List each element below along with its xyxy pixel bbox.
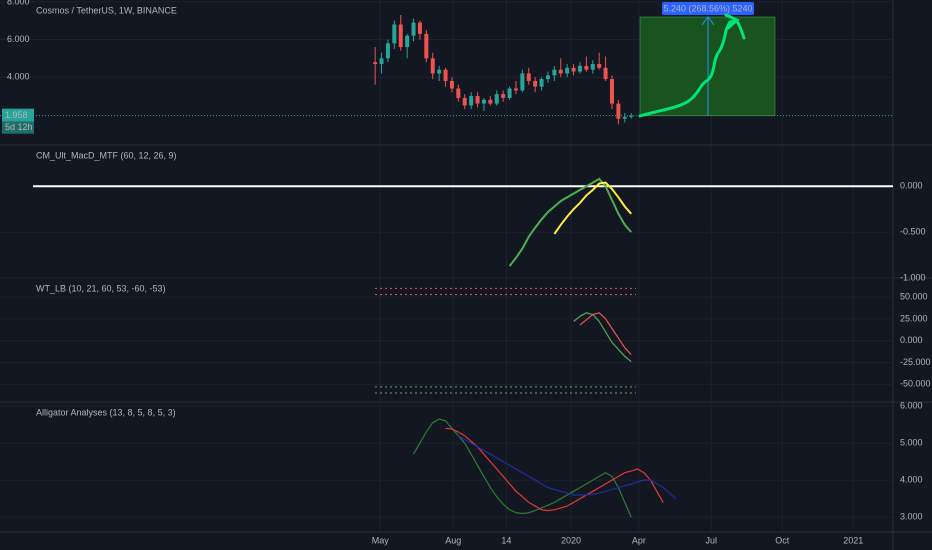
x-tick-label: Apr — [632, 535, 646, 545]
y-tick-label: 5.000 — [900, 437, 923, 447]
candle-body — [545, 75, 550, 80]
y-tick-label: 4.000 — [900, 475, 923, 485]
candle-body — [526, 73, 531, 81]
candle-body — [488, 99, 493, 104]
candle-body — [520, 73, 525, 91]
y-tick-label: -25.000 — [900, 357, 931, 367]
candle-body — [539, 79, 544, 87]
candle-body — [584, 65, 589, 70]
candle-body — [443, 69, 448, 81]
candle-body — [373, 62, 378, 65]
y-tick-label: 8.000 — [7, 0, 30, 6]
y-tick-label: 0.000 — [900, 335, 923, 345]
x-tick-label: Aug — [445, 535, 461, 545]
candle-body — [501, 94, 506, 98]
candle-body — [424, 33, 429, 59]
x-tick-label: 2020 — [561, 535, 581, 545]
candle-body — [533, 80, 538, 87]
candle-body — [462, 97, 467, 106]
candle-body — [603, 67, 608, 80]
target-arrowhead — [701, 16, 715, 26]
y-tick-label: 4.000 — [7, 72, 30, 82]
candle-body — [513, 88, 518, 91]
countdown: 5d 12h — [5, 122, 33, 132]
y-tick-label: -0.500 — [900, 227, 926, 237]
target-label: 5.240 (268.56%) 5240 — [663, 3, 752, 13]
candle-body — [456, 88, 461, 98]
drawn-arrow — [638, 19, 746, 118]
y-tick-label: -50.000 — [900, 379, 931, 389]
pane-title: Cosmos / TetherUS, 1W, BINANCE — [36, 5, 177, 15]
candle-body — [469, 96, 474, 106]
y-tick-label: -1.000 — [900, 272, 926, 282]
candle-body — [430, 58, 435, 74]
candle-body — [475, 96, 480, 104]
x-tick-label: 2021 — [843, 535, 863, 545]
y-tick-label: 3.000 — [900, 512, 923, 522]
candle-body — [507, 88, 512, 98]
candle-body — [405, 35, 410, 48]
candle-body — [379, 58, 384, 65]
candle-body — [398, 24, 403, 48]
candle-body — [392, 24, 397, 44]
candle-body — [609, 79, 614, 104]
x-tick-label: Oct — [775, 535, 790, 545]
series-line — [553, 181, 632, 235]
candle-body — [481, 99, 486, 104]
candle-body — [590, 64, 595, 70]
target-label-bg — [662, 2, 754, 15]
countdown-bg — [2, 121, 34, 134]
x-tick-label: 14 — [501, 535, 511, 545]
y-tick-label: 0.000 — [900, 181, 923, 191]
series-line — [412, 418, 632, 518]
candle-body — [622, 116, 627, 119]
y-tick-label: 6.000 — [900, 400, 923, 410]
candle-body — [417, 22, 422, 34]
candle-body — [449, 80, 454, 89]
series-line — [457, 435, 677, 500]
candle-body — [558, 69, 563, 74]
candle-body — [552, 69, 557, 76]
drawn-arrowhead — [724, 13, 740, 30]
candle-body — [629, 115, 634, 117]
candle-body — [437, 69, 442, 74]
series-line — [573, 312, 632, 363]
price-label: 1.958 — [5, 110, 28, 120]
candle-body — [411, 22, 416, 36]
pane-title: Alligator Analyses (13, 8, 5, 8, 5, 3) — [36, 407, 176, 417]
candle-body — [616, 103, 621, 119]
x-tick-label: May — [372, 535, 390, 545]
x-tick-label: Jul — [705, 535, 717, 545]
series-line — [508, 177, 632, 267]
candle-body — [565, 67, 570, 74]
y-tick-label: 50.000 — [900, 291, 928, 301]
y-tick-label: 6.000 — [7, 34, 30, 44]
pane-title: CM_Ult_MacD_MTF (60, 12, 26, 9) — [36, 150, 177, 160]
candle-body — [385, 43, 390, 59]
price-label-bg — [2, 108, 34, 122]
y-tick-label: 25.000 — [900, 313, 928, 323]
candle-body — [571, 67, 576, 72]
pane-title: WT_LB (10, 21, 60, 53, -60, -53) — [36, 283, 166, 293]
candle-body — [494, 94, 499, 104]
series-line — [445, 427, 664, 512]
candle-body — [597, 64, 602, 68]
series-line — [579, 312, 632, 356]
candle-body — [577, 65, 582, 72]
